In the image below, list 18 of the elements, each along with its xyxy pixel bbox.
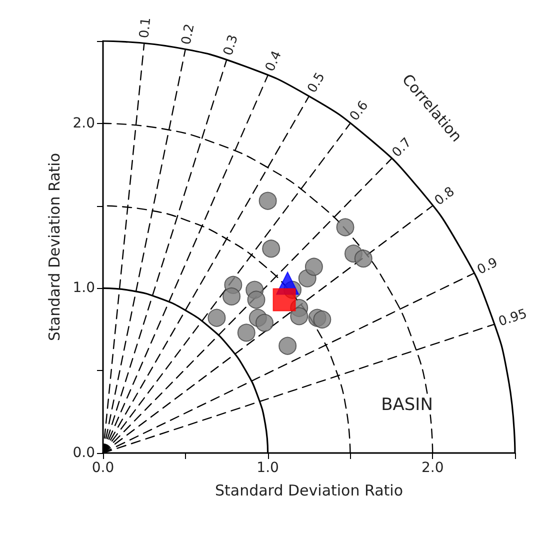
annotation: 0.9 [475, 255, 500, 278]
annotation: 0.3 [220, 33, 242, 58]
annotation: 0.95 [496, 306, 529, 330]
y-tick-label: 1.0 [72, 280, 95, 296]
y-axis-title: Standard Deviation Ratio [45, 152, 64, 342]
x-axis-title: Standard Deviation Ratio [214, 482, 404, 500]
x-tick-label: 0.0 [92, 460, 114, 476]
annotation: 0.4 [262, 48, 285, 74]
annotation: 0.2 [179, 22, 198, 46]
annotation: 0.8 [432, 184, 458, 209]
y-tick-label: 2.0 [72, 115, 95, 132]
x-tick-label: 1.0 [256, 460, 279, 476]
annotation: 0.1 [137, 16, 154, 39]
annotation: 0.5 [305, 70, 328, 96]
y-tick-label: 0.0 [72, 445, 95, 461]
annotation: 0.6 [347, 98, 372, 124]
annotation: BASIN [381, 395, 433, 415]
x-tick-label: 2.0 [421, 460, 444, 476]
